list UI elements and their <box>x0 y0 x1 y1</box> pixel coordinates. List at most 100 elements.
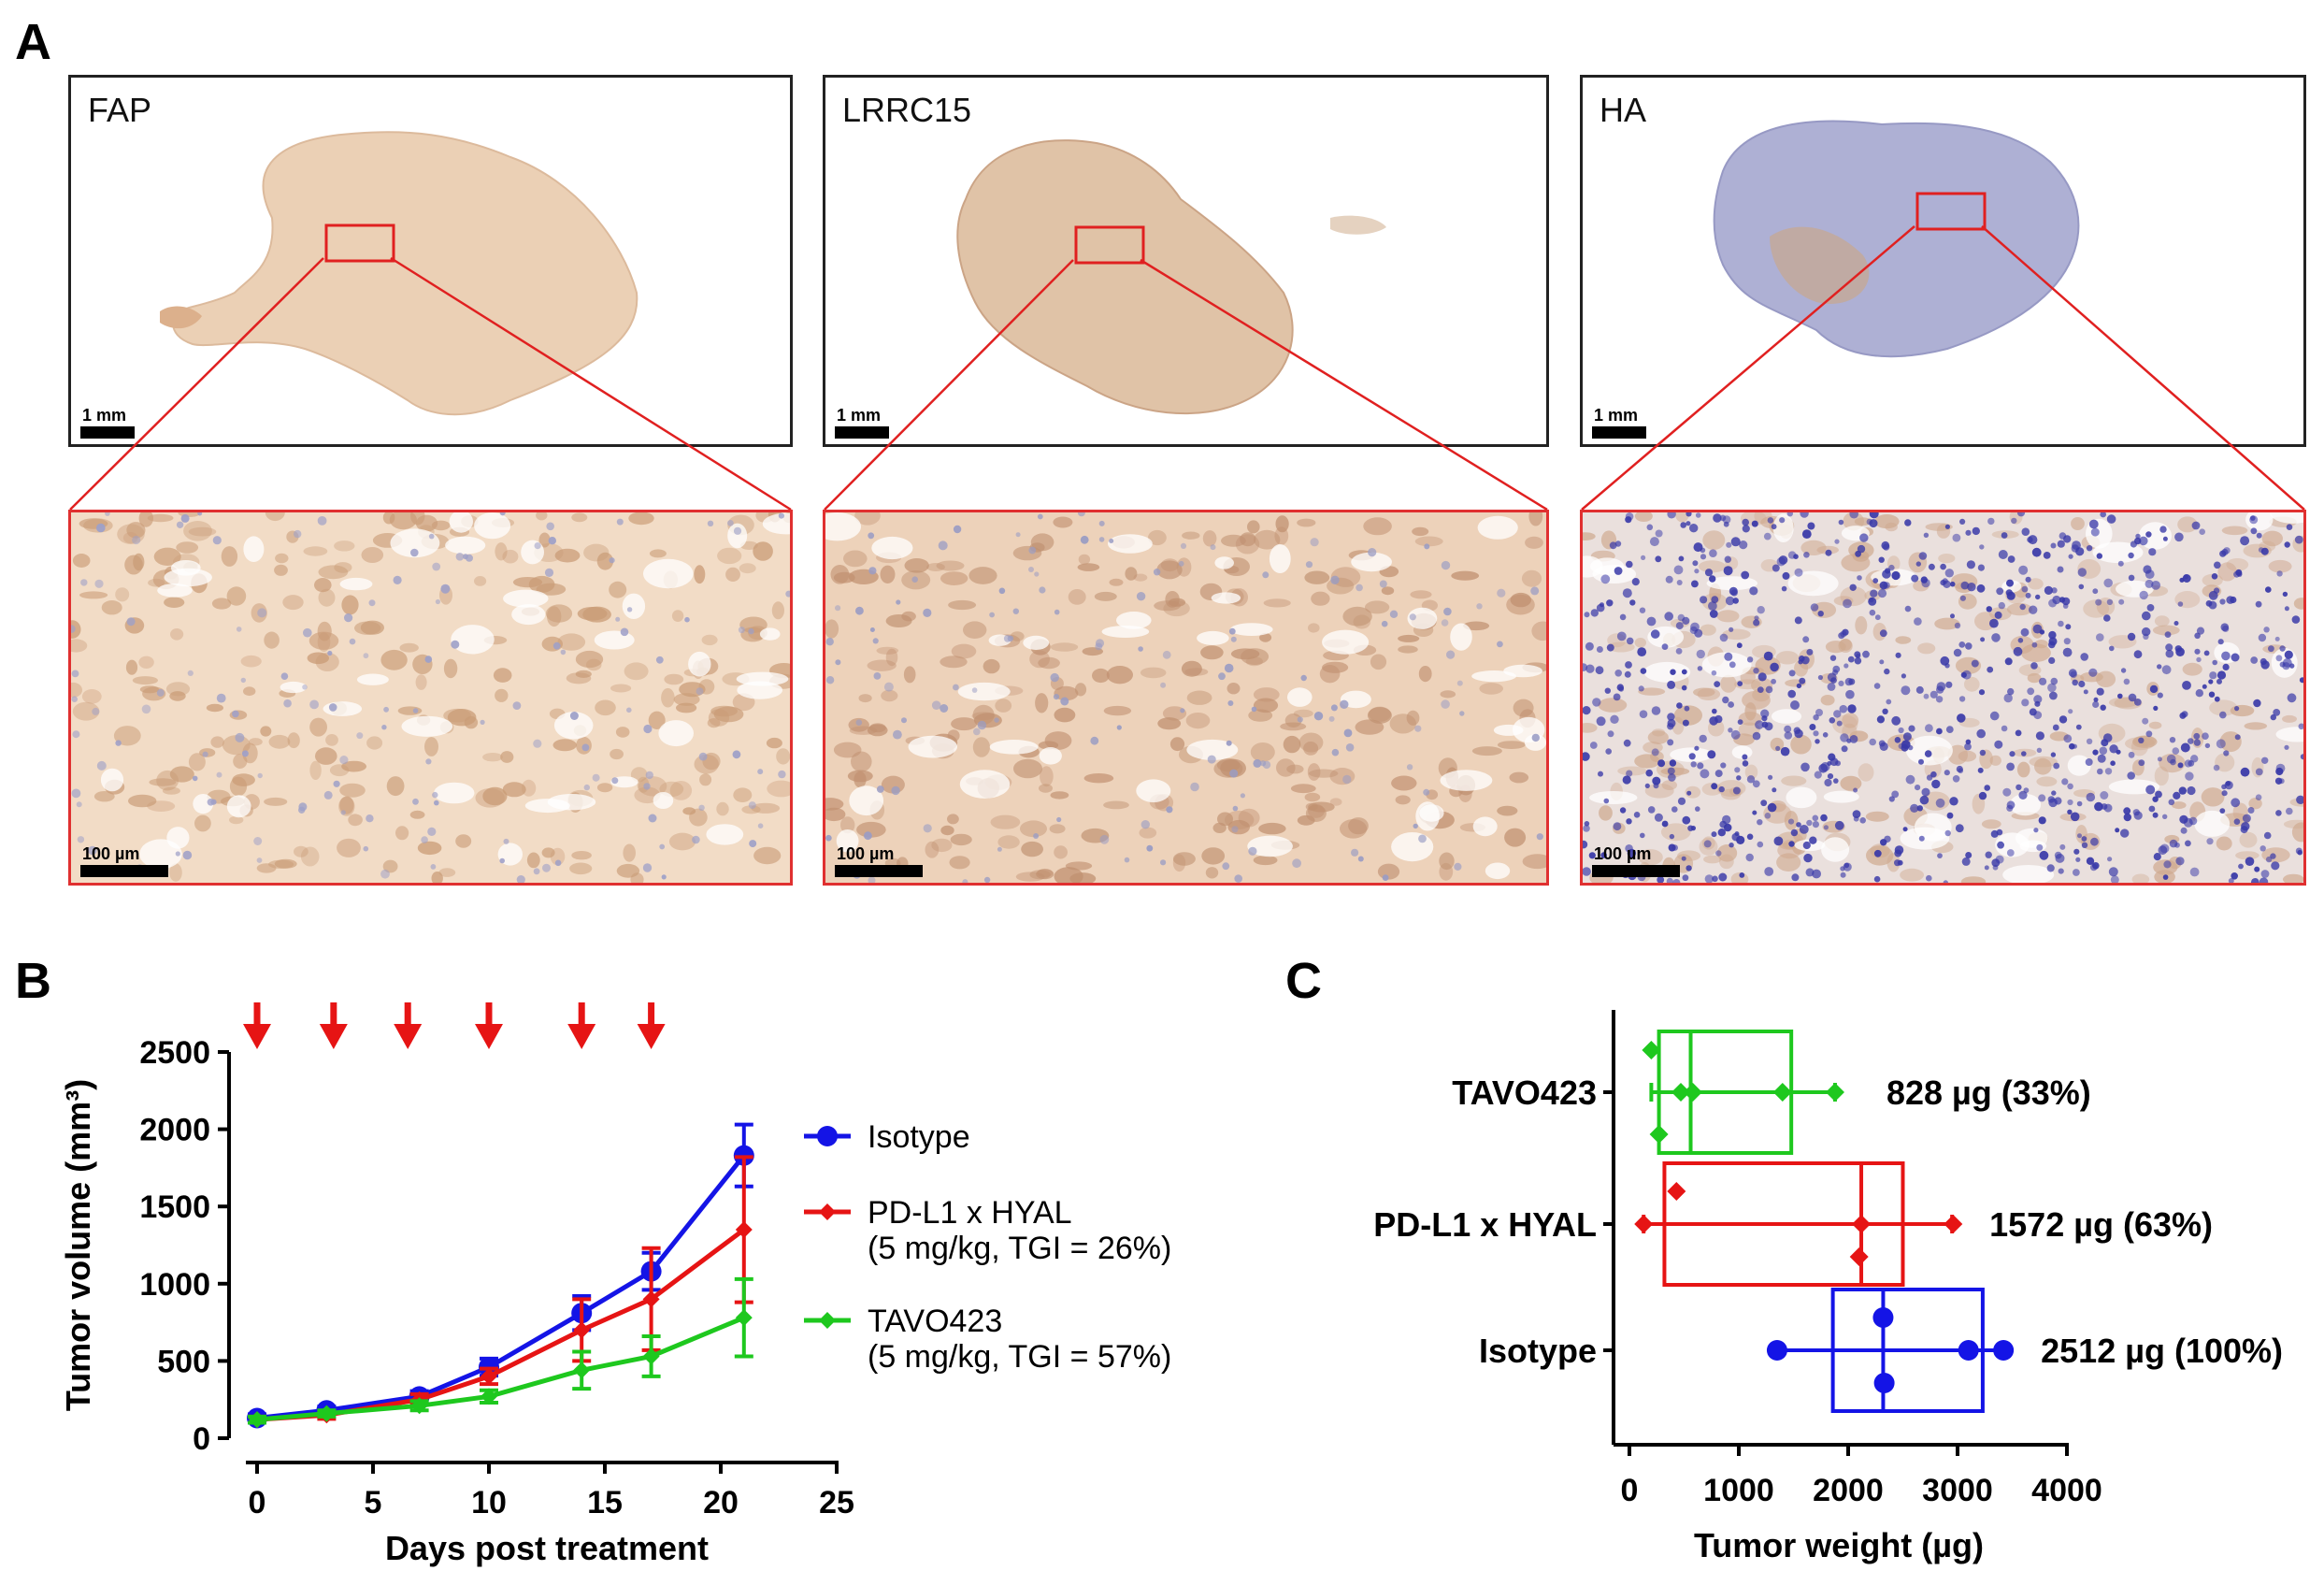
stain-label-ha: HA <box>1600 91 1647 129</box>
overview-lrrc15: LRRC15 1 mm <box>823 75 1549 447</box>
data-point <box>642 1290 660 1308</box>
data-point <box>481 1367 497 1385</box>
data-point <box>642 1347 660 1365</box>
x-tick-label: 4000 <box>2031 1473 2102 1508</box>
overview-fap: FAP 1 mm <box>68 75 793 447</box>
scale-bar-zoom-fap: 100 µm <box>80 840 174 877</box>
tissue-shape <box>172 131 638 416</box>
dosing-arrow <box>243 1002 271 1049</box>
x-tick-label: 2000 <box>1813 1473 1884 1508</box>
x-tick-label: 1000 <box>1703 1473 1774 1508</box>
tissue-shape <box>956 139 1294 415</box>
scale-bar-overview-ha: 1 mm <box>1592 401 1650 439</box>
data-point <box>481 1388 497 1405</box>
panel-label-c: C <box>1285 953 1322 1009</box>
panel-label-b: B <box>15 953 51 1009</box>
box-value-label: 1572 µg (63%) <box>1989 1205 2213 1244</box>
legend-label: (5 mg/kg, TGI = 26%) <box>868 1231 1171 1266</box>
legend-marker <box>819 1203 836 1220</box>
x-tick-label: 0 <box>1621 1473 1639 1508</box>
x-axis-title: Tumor weight (µg) <box>1694 1526 1984 1564</box>
stain-label-fap: FAP <box>88 91 152 129</box>
zoom-region-marker <box>324 223 395 263</box>
category-label: PD-L1 x HYAL <box>1373 1205 1597 1244</box>
category-label: Isotype <box>1479 1332 1597 1370</box>
data-point <box>573 1362 591 1379</box>
legend-marker <box>819 1312 836 1329</box>
data-point <box>1852 1215 1872 1233</box>
category-label: TAVO423 <box>1452 1073 1597 1112</box>
data-point <box>1766 1340 1787 1361</box>
y-tick-label: 1000 <box>139 1267 210 1303</box>
data-point <box>1849 1247 1869 1266</box>
dosing-arrow <box>319 1002 348 1049</box>
x-tick-label: 15 <box>587 1485 623 1520</box>
tissue-overview-lrrc15 <box>956 139 1386 415</box>
box-tavo423 <box>1642 1030 1844 1155</box>
legend-marker <box>817 1126 838 1146</box>
tumor-volume-chart: 0 500 1000 1500 2000 2500 0 5 10 15 20 25 Days post … <box>59 1002 1171 1567</box>
data-point <box>1873 1373 1895 1393</box>
box-isotype <box>1766 1288 2015 1413</box>
x-tick-label: 3000 <box>1922 1473 1993 1508</box>
micrograph-lrrc15 <box>825 512 1546 883</box>
overview-ha: HA 1 mm <box>1580 75 2306 447</box>
zoom-ha: 100 µm <box>1580 510 2306 886</box>
zoom-fap: 100 µm <box>68 510 793 886</box>
iqr-box <box>1830 1288 1985 1413</box>
dosing-arrow <box>394 1002 423 1049</box>
x-tick-label: 10 <box>471 1485 507 1520</box>
x-tick-label: 25 <box>819 1485 854 1520</box>
y-tick-label: 0 <box>193 1421 210 1457</box>
scale-bar-overview-fap: 1 mm <box>80 401 138 439</box>
dosing-arrow <box>475 1002 503 1049</box>
data-point <box>249 1411 265 1429</box>
data-point <box>1634 1215 1654 1233</box>
dosing-arrow <box>637 1002 666 1049</box>
tumor-weight-chart: 0 1000 2000 3000 4000 Tumor weight (µg) TAVO42… <box>1373 1010 2283 1564</box>
dosing-arrow <box>567 1002 596 1049</box>
zoom-region-marker <box>1915 192 1987 231</box>
y-axis-title: Tumor volume (mm³) <box>59 1079 97 1411</box>
x-tick-label: 0 <box>249 1485 266 1520</box>
data-point <box>1683 1083 1702 1102</box>
box-pd-l1-x-hyal <box>1634 1161 1963 1287</box>
data-point <box>573 1321 591 1339</box>
data-point <box>318 1405 336 1422</box>
legend-label: Isotype <box>868 1119 970 1155</box>
data-point <box>410 1397 428 1415</box>
data-point <box>1993 1340 2015 1361</box>
scale-bar-overview-lrrc15: 1 mm <box>835 401 893 439</box>
y-tick-label: 1500 <box>139 1189 210 1225</box>
scale-bar-zoom-lrrc15: 100 µm <box>835 840 928 877</box>
scale-bar-zoom-ha: 100 µm <box>1592 840 1686 877</box>
tissue-fragment <box>1330 215 1386 235</box>
y-tick-label: 2500 <box>139 1035 210 1071</box>
y-tick-label: 2000 <box>139 1113 210 1148</box>
micrograph-fap <box>71 512 790 883</box>
data-point <box>1772 1083 1792 1102</box>
micrograph-ha <box>1583 512 2303 883</box>
legend: Isotype PD-L1 x HYAL(5 mg/kg, TGI = 26%) T… <box>804 1119 1171 1375</box>
iqr-box <box>1662 1161 1905 1287</box>
box-value-label: 828 µg (33%) <box>1886 1073 2091 1112</box>
data-point <box>1958 1340 1979 1361</box>
cell-texture <box>1583 512 2303 883</box>
legend-label: TAVO423 <box>868 1304 1002 1339</box>
series-pd-l1-x-hyal <box>248 1155 753 1429</box>
x-axis-title: Days post treatment <box>385 1529 709 1567</box>
x-tick-label: 20 <box>703 1485 739 1520</box>
data-point <box>735 1309 753 1327</box>
data-point <box>1825 1083 1844 1102</box>
data-point <box>1667 1182 1686 1201</box>
tissue-shape <box>1713 120 2080 358</box>
y-tick-label: 500 <box>157 1344 210 1379</box>
panel-label-a: A <box>15 14 51 70</box>
zoom-region-marker <box>1074 225 1145 265</box>
tissue-overview-ha <box>1713 120 2080 358</box>
data-point <box>1649 1125 1669 1144</box>
stain-label-lrrc15: LRRC15 <box>842 91 972 129</box>
legend-label: PD-L1 x HYAL <box>868 1195 1072 1231</box>
series-tavo423 <box>248 1276 753 1429</box>
legend-item: PD-L1 x HYAL(5 mg/kg, TGI = 26%) <box>804 1195 1171 1266</box>
